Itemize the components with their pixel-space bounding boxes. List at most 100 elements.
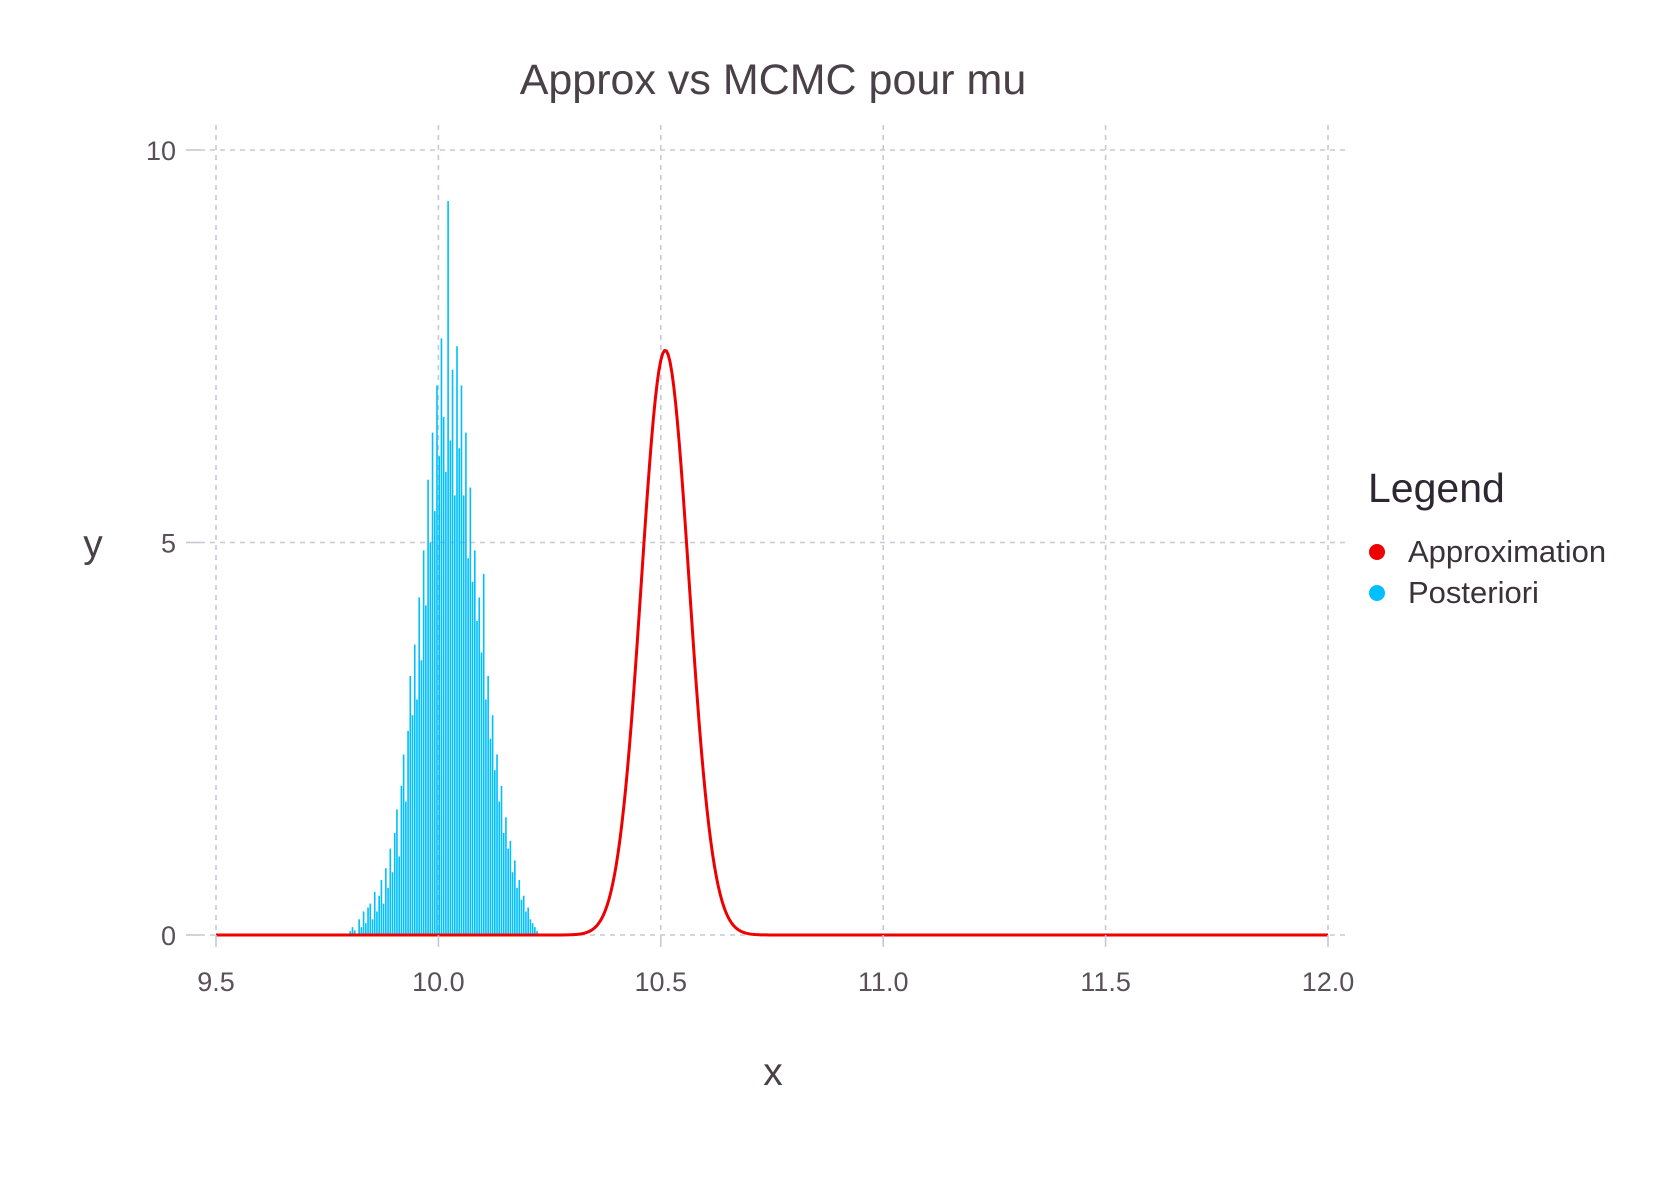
histogram-bar <box>527 907 529 935</box>
histogram-bar <box>398 856 400 935</box>
histogram-bar <box>376 911 378 935</box>
histogram-bar <box>449 440 452 935</box>
x-axis-label: x <box>763 1051 783 1094</box>
histogram-bar <box>520 899 523 935</box>
x-tick-label: 10.5 <box>635 967 688 997</box>
histogram-bar <box>422 550 425 935</box>
histogram-bar <box>391 872 394 935</box>
histogram-bar <box>438 456 441 935</box>
y-axis-label: y <box>83 523 103 566</box>
x-tick-label: 11.5 <box>1080 967 1131 997</box>
histogram-bar <box>496 754 498 935</box>
histogram-bar <box>460 385 463 935</box>
histogram-bar <box>360 927 363 935</box>
approximation-curve <box>216 348 1328 937</box>
histogram-bar <box>389 848 392 935</box>
histogram-bar <box>516 887 518 935</box>
histogram-bar <box>502 832 505 935</box>
histogram-bar <box>440 338 443 935</box>
histogram-bar <box>489 738 492 935</box>
histogram-bar <box>433 511 436 935</box>
histogram-bar <box>494 770 496 935</box>
histogram-bar <box>418 597 421 935</box>
legend-label-approximation: Approximation <box>1408 534 1606 569</box>
histogram-bar <box>467 558 469 935</box>
histogram-bar <box>402 754 405 935</box>
legend: Legend Approximation Posteriori <box>1368 465 1606 610</box>
histogram-bar <box>409 675 412 935</box>
approximation-curve-group <box>216 348 1328 937</box>
histogram-bar <box>411 715 414 935</box>
y-tick-label: 0 <box>161 921 176 951</box>
histogram-bar <box>525 911 527 935</box>
axis-ticks: 9.5 10.0 10.5 11.0 11.5 12.0 0 5 10 <box>146 136 1354 997</box>
histogram-bar <box>476 621 478 935</box>
histogram-bar <box>353 930 356 935</box>
histogram-bar <box>471 581 474 935</box>
histogram-bar <box>487 675 489 935</box>
histogram-bar <box>416 699 418 935</box>
histogram-bar <box>351 927 354 935</box>
histogram-bar <box>514 860 516 935</box>
legend-marker-posteriori <box>1369 585 1385 601</box>
histogram-bar <box>405 801 407 935</box>
histogram-bar <box>436 385 438 935</box>
histogram-bar <box>522 895 525 935</box>
histogram-bar <box>458 448 461 935</box>
histogram-bar <box>420 660 423 935</box>
x-tick-label: 10.0 <box>412 967 465 997</box>
histogram-bar <box>378 895 380 935</box>
legend-title: Legend <box>1368 465 1505 511</box>
histogram-bar <box>473 550 476 935</box>
y-tick-label: 10 <box>146 136 176 166</box>
histogram-bar <box>491 715 494 935</box>
x-tick-label: 11.0 <box>858 967 909 997</box>
histogram-bar <box>480 652 483 935</box>
histogram-bar <box>425 605 427 935</box>
histogram-bar <box>431 432 434 935</box>
histogram-bar <box>429 542 432 935</box>
histogram-bar <box>371 919 374 935</box>
histogram-bar <box>462 495 465 935</box>
histogram-bar <box>380 880 383 935</box>
histogram-bar <box>393 832 396 935</box>
histogram-bar <box>445 471 447 935</box>
histogram-bar <box>385 868 387 935</box>
histogram-bar <box>396 809 398 935</box>
y-tick-label: 5 <box>161 529 176 559</box>
histogram-bar <box>407 730 409 935</box>
histogram-bar <box>498 801 501 935</box>
histogram-bar <box>400 785 403 935</box>
histogram-bar <box>536 931 538 935</box>
histogram-bar <box>369 903 372 935</box>
histogram-bar <box>349 931 352 935</box>
histogram-bar <box>505 817 507 935</box>
histogram-bar <box>511 872 514 935</box>
histogram-bar <box>382 903 385 935</box>
histogram-bar <box>365 923 367 935</box>
histogram-bar <box>507 848 509 935</box>
histogram-bar <box>485 699 487 935</box>
histogram-bar <box>367 907 369 935</box>
histogram-bar <box>482 573 485 935</box>
histogram-bar <box>453 495 456 935</box>
histogram-bar <box>387 887 389 935</box>
histogram-bar <box>456 346 458 935</box>
histogram-bar <box>531 923 534 935</box>
histogram-bar <box>534 927 536 935</box>
histogram-bar <box>442 416 445 935</box>
histogram-bar <box>362 911 365 935</box>
x-tick-label: 12.0 <box>1302 967 1355 997</box>
histogram-bar <box>373 891 376 935</box>
histogram-bar <box>358 919 360 935</box>
histogram-bar <box>509 840 512 935</box>
histogram-bar <box>465 432 467 935</box>
histogram-bar <box>427 479 429 935</box>
histogram-bar <box>469 487 472 935</box>
histogram-bar <box>413 644 416 935</box>
legend-marker-approximation <box>1369 544 1385 560</box>
histogram-bar <box>447 201 449 935</box>
histogram-bar <box>529 919 532 935</box>
